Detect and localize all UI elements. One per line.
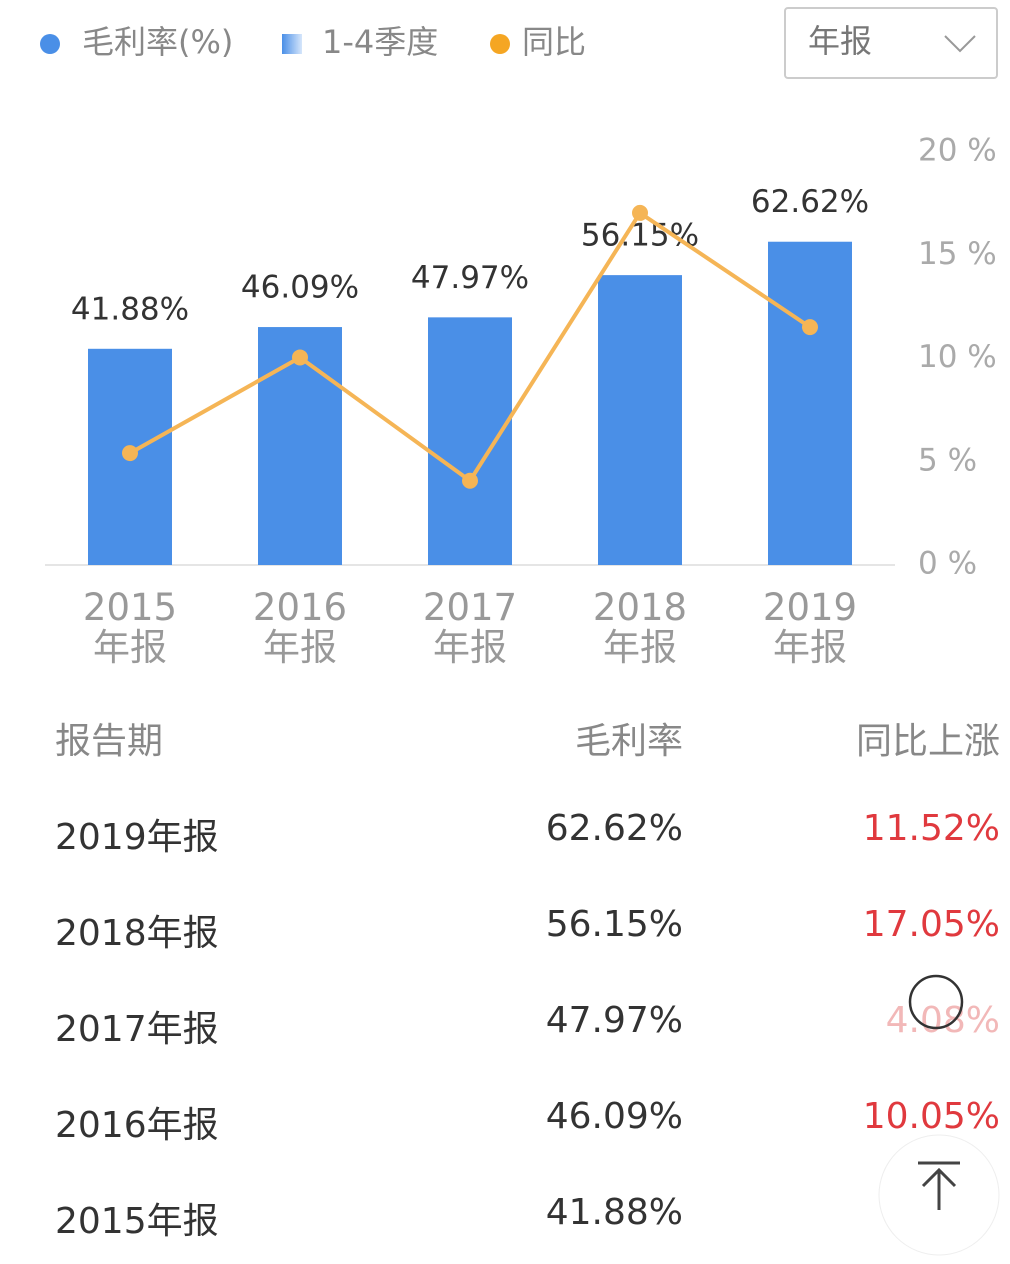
table-header: 同比上涨 xyxy=(855,721,1000,762)
back-to-top[interactable] xyxy=(874,1130,1004,1260)
table-cell: 10.05% xyxy=(862,1096,1000,1137)
table-cell: 11.52% xyxy=(862,808,1000,849)
line-point xyxy=(122,445,138,462)
table-header: 报告期 xyxy=(55,721,164,762)
touch-indicator xyxy=(908,974,964,1030)
legend-dot xyxy=(490,34,510,54)
data-label: 62.62% xyxy=(751,184,869,220)
data-label: 56.15% xyxy=(581,218,699,254)
table-cell: 4.08% xyxy=(885,1000,1000,1041)
table-cell: 2019年报 xyxy=(55,817,219,858)
chart: 毛利率(%) 1-4季度 同比 年报 0 % 5 % 10 % 15 % 20 % 41.… xyxy=(40,7,998,582)
y2-tick-label: 0 % xyxy=(918,546,977,582)
x-tick-label: 2016 年报 xyxy=(252,586,348,669)
icon xyxy=(921,1167,957,1210)
table-cell: 41.88% xyxy=(545,1192,683,1233)
dropdown-label: 年报 xyxy=(808,22,872,60)
legend-dot xyxy=(40,34,60,54)
table-cell: 62.62% xyxy=(545,808,683,849)
bar xyxy=(768,241,852,565)
period-dropdown[interactable] xyxy=(784,7,998,79)
touch-circle xyxy=(908,974,964,1030)
table-cell: 2016年报 xyxy=(55,1105,219,1146)
bar xyxy=(258,327,342,565)
line-point xyxy=(802,319,818,336)
table-cell: 46.09% xyxy=(545,1096,683,1137)
table-cell: 2017年报 xyxy=(55,1009,219,1050)
y2-tick-label: 10 % xyxy=(918,339,997,375)
table-header: 毛利率 xyxy=(574,721,683,762)
dropdown-arrow xyxy=(944,35,976,53)
table-cell: 2018年报 xyxy=(55,913,219,954)
data-label: 41.88% xyxy=(71,291,189,327)
legend-label: 毛利率(%) xyxy=(82,23,233,61)
x-tick-label: 2017 年报 xyxy=(422,586,518,669)
bar xyxy=(428,317,512,565)
y2-tick-label: 20 % xyxy=(918,133,997,169)
y2-tick-label: 15 % xyxy=(918,236,997,272)
x-tick-label: 2018 年报 xyxy=(592,586,688,669)
line-point xyxy=(632,204,648,221)
table-cell: 17.05% xyxy=(862,904,1000,945)
bar xyxy=(598,275,682,565)
table-cell: 2015年报 xyxy=(55,1201,219,1242)
legend-swatch xyxy=(282,34,302,54)
data-label: 46.09% xyxy=(241,270,359,306)
data-label: 47.97% xyxy=(411,260,529,296)
x-tick-label: 2015 年报 xyxy=(82,586,178,669)
legend-label: 同比 xyxy=(522,23,586,61)
y2-tick-label: 5 % xyxy=(918,442,977,478)
line-point xyxy=(462,472,478,489)
table-cell: 47.97% xyxy=(545,1000,683,1041)
table-cell: 56.15% xyxy=(545,904,683,945)
line-point xyxy=(292,349,308,366)
legend-label: 1-4季度 xyxy=(322,23,438,61)
x-tick-label: 2019 年报 xyxy=(762,586,858,669)
